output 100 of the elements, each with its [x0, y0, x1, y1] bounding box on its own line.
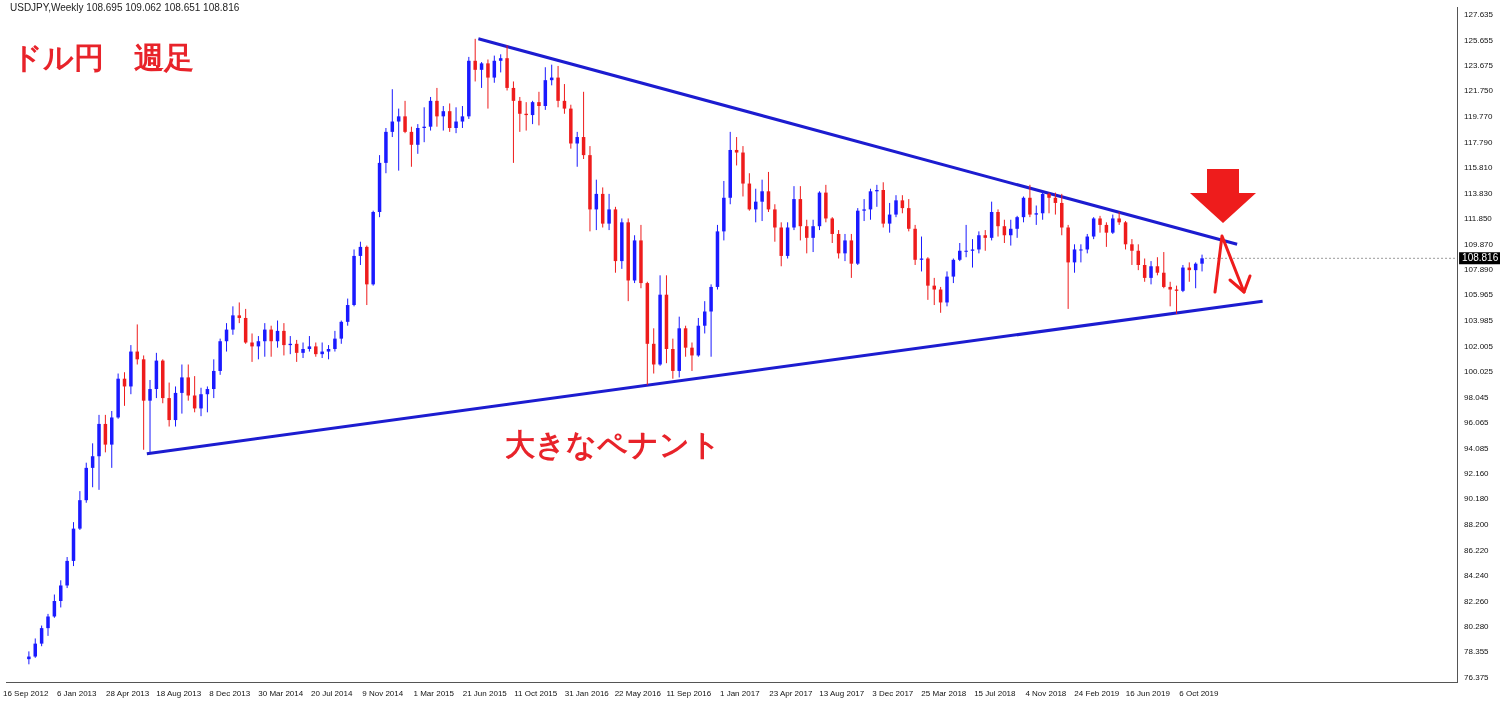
y-tick-label: 96.065: [1464, 418, 1490, 428]
x-tick-label: 20 Jul 2014: [311, 689, 353, 699]
y-tick-label: 107.890: [1464, 265, 1494, 275]
x-tick-label: 15 Jul 2018: [974, 689, 1017, 699]
y-tick-label: 127.635: [1464, 10, 1494, 20]
candlestick: [518, 96, 522, 133]
candlestick: [607, 193, 611, 231]
x-tick-label: 11 Sep 2016: [666, 689, 712, 699]
candlestick: [59, 579, 63, 608]
x-tick-label: 13 Aug 2017: [819, 689, 865, 699]
candlestick: [167, 382, 171, 428]
candlestick: [1111, 214, 1115, 235]
y-tick-label: 117.790: [1464, 137, 1493, 147]
candlestick: [333, 330, 337, 353]
candlestick: [983, 229, 988, 252]
x-tick-label: 30 Mar 2014: [258, 689, 304, 699]
candlestick: [996, 208, 1000, 238]
candlestick: [862, 198, 866, 222]
candlestick: [958, 242, 962, 262]
x-tick-label: 4 Nov 2018: [1025, 689, 1067, 699]
candlestick: [148, 379, 152, 453]
candlestick: [186, 363, 191, 402]
candlestick: [1009, 219, 1013, 247]
y-tick-label: 92.160: [1464, 468, 1490, 478]
candlestick: [282, 322, 286, 356]
y-tick-label: 86.220: [1464, 545, 1490, 555]
candlestick: [773, 203, 777, 243]
candlestick: [1149, 260, 1153, 285]
y-tick-label: 102.005: [1464, 341, 1494, 351]
y-tick-label: 94.085: [1464, 443, 1490, 453]
y-tick-label: 103.985: [1464, 315, 1494, 325]
y-tick-label: 84.240: [1464, 571, 1490, 581]
y-tick-label: 115.810: [1464, 163, 1493, 173]
candlestick: [830, 216, 834, 244]
candlestick: [1181, 264, 1185, 293]
candlestick: [977, 230, 981, 254]
y-tick-label: 109.870: [1464, 239, 1494, 249]
candlestick: [1162, 251, 1166, 289]
x-tick-label: 9 Nov 2014: [362, 689, 404, 699]
y-tick-label: 121.750: [1464, 86, 1494, 96]
y-tick-label: 88.200: [1464, 519, 1490, 529]
candlestick: [1047, 192, 1051, 214]
candlestick: [199, 387, 203, 417]
candlestick: [843, 233, 847, 262]
candlestick: [556, 65, 560, 108]
candlestick: [760, 179, 764, 222]
candlestick: [1168, 281, 1172, 307]
candlestick: [460, 105, 465, 129]
candlestick: [180, 363, 184, 415]
y-tick-label: 105.965: [1464, 290, 1494, 300]
y-tick-label: 76.375: [1464, 672, 1490, 682]
candlestick: [473, 38, 477, 82]
candlestick: [1200, 254, 1204, 272]
candlestick: [671, 338, 675, 380]
candlestick: [537, 91, 541, 126]
candlestick: [263, 322, 267, 358]
y-tick-label: 111.850: [1464, 214, 1493, 224]
candlestick: [269, 325, 273, 358]
candlestick: [33, 637, 38, 659]
candlestick: [702, 300, 707, 334]
candlestick: [1028, 184, 1032, 218]
candlestick: [498, 53, 503, 73]
y-tick-label: 90.180: [1464, 494, 1490, 504]
y-tick-label: 113.830: [1464, 188, 1493, 198]
candlestick: [734, 136, 739, 166]
y-tick-label: 125.655: [1464, 35, 1494, 45]
y-tick-label: 123.675: [1464, 61, 1494, 71]
x-tick-label: 21 Jun 2015: [462, 689, 508, 699]
y-tick-label: 78.355: [1464, 647, 1490, 657]
candlestick: [690, 342, 694, 372]
x-tick-label: 25 Mar 2018: [921, 689, 967, 699]
y-tick-label: 98.045: [1464, 392, 1490, 402]
candlestick: [301, 342, 305, 359]
candlestick: [1098, 215, 1102, 234]
candlestick: [479, 61, 484, 89]
x-tick-label: 24 Feb 2019: [1074, 689, 1120, 699]
candlestick: [454, 106, 458, 134]
x-tick-label: 28 Apr 2013: [106, 689, 150, 699]
x-tick-label: 18 Aug 2013: [156, 689, 202, 699]
annotation: USDJPY,Weekly 108.695 109.062 108.651 108.816: [10, 2, 240, 13]
x-tick-label: 6 Jan 2013: [56, 689, 98, 699]
x-tick-label: 22 May 2016: [614, 689, 662, 699]
x-tick-label: 23 Apr 2017: [769, 689, 813, 699]
candlestick: [964, 224, 968, 258]
y-tick-label: 82.260: [1464, 596, 1490, 606]
x-tick-label: 16 Jun 2019: [1125, 689, 1171, 699]
candlestick: [907, 198, 911, 232]
candlestick: [403, 100, 407, 134]
x-tick-label: 3 Dec 2017: [872, 689, 914, 699]
candlestick: [231, 305, 235, 336]
annotation: 108.816: [1462, 252, 1499, 264]
x-tick-label: 8 Dec 2013: [209, 689, 251, 699]
candlestick: [1034, 205, 1039, 226]
candlestick: [237, 301, 242, 324]
x-tick-label: 1 Jan 2017: [719, 689, 761, 699]
candlestick: [1015, 215, 1019, 239]
x-tick-label: 16 Sep 2012: [3, 689, 49, 699]
annotation: 大きなペナント: [505, 426, 721, 464]
candlestick: [1091, 216, 1096, 240]
candlestick: [46, 613, 50, 637]
